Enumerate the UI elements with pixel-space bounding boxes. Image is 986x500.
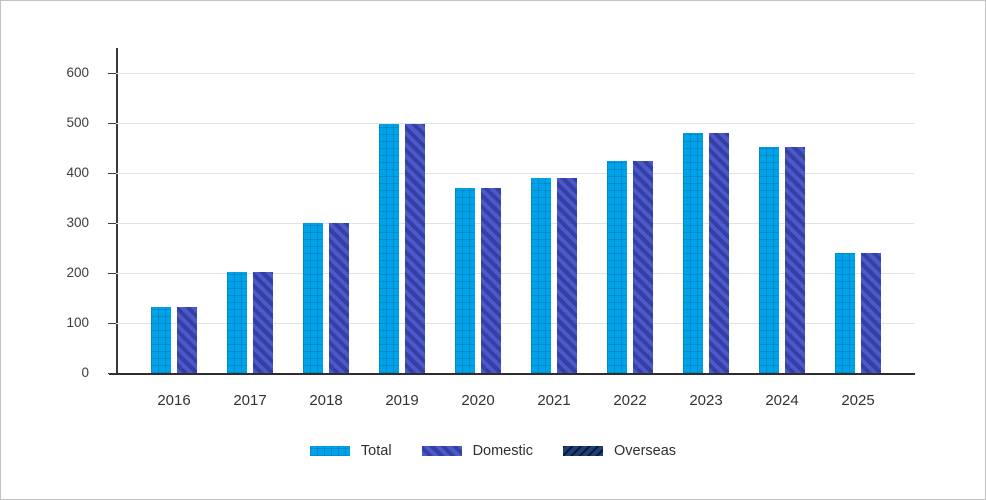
- bar-domestic-2019[interactable]: [405, 124, 425, 373]
- bar-total-2023[interactable]: [683, 132, 703, 373]
- bar-total-2016[interactable]: [151, 306, 171, 373]
- y-tick-label-200: 200: [66, 265, 89, 280]
- legend-swatch-total: [309, 445, 350, 457]
- bar-domestic-2025[interactable]: [861, 252, 881, 373]
- bar-domestic-2017[interactable]: [253, 272, 273, 373]
- bar-total-2017[interactable]: [227, 272, 247, 373]
- gridline-600: [116, 73, 914, 74]
- gridline-500: [116, 123, 914, 124]
- y-tick-label-300: 300: [66, 215, 89, 230]
- y-tick-label-400: 400: [66, 165, 89, 180]
- x-category-label-2021: 2021: [537, 392, 571, 409]
- bar-domestic-2023[interactable]: [709, 132, 729, 373]
- gridline-400: [116, 173, 914, 174]
- bar-domestic-2022[interactable]: [633, 161, 653, 373]
- x-category-label-2024: 2024: [765, 392, 799, 409]
- bar-domestic-2021[interactable]: [557, 177, 577, 373]
- x-axis-line: [109, 373, 915, 375]
- bar-domestic-2024[interactable]: [785, 146, 805, 373]
- legend-label-domestic: Domestic: [472, 443, 533, 459]
- x-category-label-2018: 2018: [309, 392, 343, 409]
- legend-item-domestic[interactable]: Domestic: [421, 443, 533, 459]
- y-tick-label-600: 600: [66, 65, 89, 80]
- y-tick-label-0: 0: [81, 365, 89, 380]
- plot-area: [116, 48, 914, 373]
- x-category-label-2025: 2025: [841, 392, 875, 409]
- bar-total-2020[interactable]: [455, 187, 475, 373]
- bar-total-2025[interactable]: [835, 252, 855, 373]
- y-axis-line: [116, 48, 118, 374]
- legend-item-overseas[interactable]: Overseas: [563, 443, 676, 459]
- legend-item-total[interactable]: Total: [309, 443, 392, 459]
- x-category-label-2022: 2022: [613, 392, 647, 409]
- x-category-label-2020: 2020: [461, 392, 495, 409]
- y-tick-100: [108, 323, 116, 324]
- x-category-label-2023: 2023: [689, 392, 723, 409]
- bar-total-2021[interactable]: [531, 177, 551, 373]
- bar-total-2022[interactable]: [607, 161, 627, 373]
- gridline-300: [116, 223, 914, 224]
- bar-total-2019[interactable]: [379, 124, 399, 373]
- y-tick-500: [108, 123, 116, 124]
- legend: Total Domestic Overseas: [1, 443, 985, 459]
- bar-domestic-2018[interactable]: [329, 223, 349, 373]
- y-tick-0: [108, 373, 116, 374]
- y-tick-200: [108, 273, 116, 274]
- legend-label-overseas: Overseas: [614, 443, 677, 459]
- y-tick-label-500: 500: [66, 115, 89, 130]
- x-category-label-2019: 2019: [385, 392, 419, 409]
- bar-domestic-2016[interactable]: [177, 306, 197, 373]
- legend-swatch-overseas: [563, 445, 603, 457]
- gridline-100: [116, 323, 914, 324]
- legend-label-total: Total: [360, 443, 392, 459]
- y-tick-400: [108, 173, 116, 174]
- y-tick-600: [108, 73, 116, 74]
- y-tick-300: [108, 223, 116, 224]
- bar-total-2018[interactable]: [303, 223, 323, 373]
- x-category-label-2017: 2017: [233, 392, 267, 409]
- legend-swatch-domestic: [421, 445, 462, 457]
- gridline-200: [116, 273, 914, 274]
- x-category-label-2016: 2016: [157, 392, 191, 409]
- bar-domestic-2020[interactable]: [481, 187, 501, 373]
- y-tick-label-100: 100: [66, 315, 89, 330]
- bar-total-2024[interactable]: [759, 146, 779, 373]
